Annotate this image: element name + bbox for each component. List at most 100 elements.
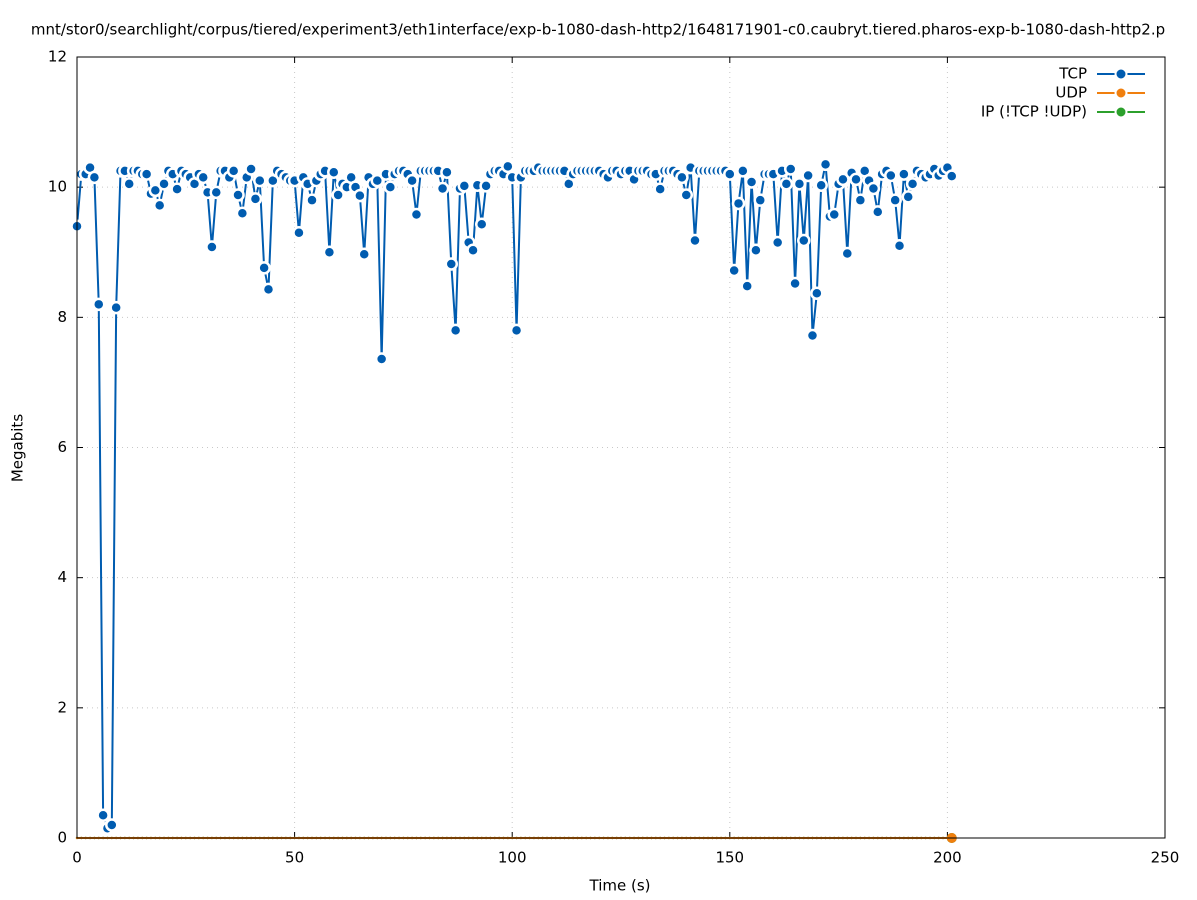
data-point — [797, 233, 811, 248]
data-point — [331, 188, 345, 202]
data-point — [248, 192, 263, 206]
data-point — [884, 168, 898, 183]
x-tick-label: 100 — [498, 849, 527, 867]
data-point — [818, 157, 833, 172]
data-point — [474, 217, 489, 232]
data-point — [679, 188, 694, 202]
data-point — [370, 173, 385, 188]
data-point — [226, 164, 241, 178]
data-point — [444, 257, 459, 271]
data-point — [152, 198, 167, 213]
data-point — [305, 193, 319, 207]
data-point — [435, 181, 450, 196]
data-point — [905, 177, 920, 191]
data-point — [897, 167, 911, 181]
data-point — [457, 179, 472, 193]
data-point — [501, 159, 515, 174]
data-point — [783, 162, 798, 176]
data-point — [731, 196, 746, 211]
data-point — [235, 206, 250, 220]
data-point — [96, 808, 110, 822]
data-point — [688, 233, 702, 248]
x-tick-label: 150 — [715, 849, 744, 867]
data-point — [170, 182, 184, 196]
y-tick-label: 2 — [57, 698, 67, 716]
data-point — [753, 193, 768, 207]
data-point — [209, 185, 224, 200]
data-point — [509, 323, 524, 338]
data-point — [749, 243, 763, 258]
series-line — [76, 164, 953, 830]
data-point — [231, 188, 245, 202]
data-point — [409, 207, 424, 222]
data-point — [139, 167, 154, 181]
data-point — [675, 170, 689, 185]
data-point — [109, 300, 123, 315]
x-axis-label: Time (s) — [589, 877, 651, 895]
data-point — [87, 170, 102, 185]
data-point — [405, 173, 419, 188]
y-tick-label: 8 — [57, 308, 67, 326]
data-point — [448, 323, 463, 338]
legend-label: TCP — [1058, 65, 1087, 83]
x-tick-label: 50 — [285, 849, 304, 867]
data-point — [814, 178, 828, 192]
data-point — [105, 818, 119, 832]
data-point — [357, 247, 371, 261]
data-point — [770, 235, 785, 250]
data-point — [244, 162, 258, 176]
data-point — [205, 240, 219, 254]
data-point — [740, 279, 754, 293]
data-point — [810, 286, 824, 301]
data-point — [892, 238, 907, 253]
data-point — [901, 190, 915, 204]
data-point — [779, 177, 794, 191]
legend-marker — [1114, 86, 1128, 100]
data-point — [836, 172, 850, 187]
data-point — [327, 165, 341, 179]
data-point — [801, 168, 815, 183]
data-point — [353, 188, 367, 203]
plot-frame — [76, 56, 1166, 839]
data-point — [653, 182, 667, 196]
data-point — [871, 205, 885, 219]
data-point — [157, 177, 171, 191]
data-point — [479, 179, 493, 193]
data-point — [148, 183, 163, 198]
data-point — [888, 193, 902, 207]
data-point — [257, 261, 271, 275]
data-point — [805, 328, 820, 343]
data-point — [383, 180, 398, 194]
legend-label: IP (!TCP !UDP) — [981, 103, 1087, 121]
data-point — [866, 181, 881, 196]
y-tick-label: 4 — [57, 568, 67, 586]
data-point — [723, 167, 737, 181]
data-point — [840, 246, 855, 261]
data-point — [827, 207, 841, 222]
legend-label: UDP — [1055, 84, 1087, 102]
data-point — [92, 297, 106, 312]
x-tick-label: 0 — [72, 849, 82, 867]
data-point — [322, 245, 337, 259]
data-point — [440, 165, 454, 179]
chart-title: mnt/stor0/searchlight/corpus/tiered/expe… — [31, 21, 1165, 39]
data-point — [727, 263, 741, 278]
data-point — [466, 243, 480, 258]
data-point — [853, 193, 868, 207]
data-point — [292, 225, 306, 240]
data-point — [849, 172, 863, 187]
y-axis-label: Megabits — [9, 414, 27, 482]
data-point — [788, 276, 802, 291]
y-tick-label: 6 — [57, 438, 67, 456]
plot-area — [70, 157, 959, 843]
x-tick-label: 200 — [933, 849, 962, 867]
legend-marker — [1114, 105, 1128, 119]
data-point — [122, 177, 136, 191]
y-tick-label: 12 — [48, 48, 67, 66]
y-tick-label: 0 — [57, 829, 67, 847]
data-point — [945, 169, 959, 183]
data-point — [196, 170, 210, 185]
